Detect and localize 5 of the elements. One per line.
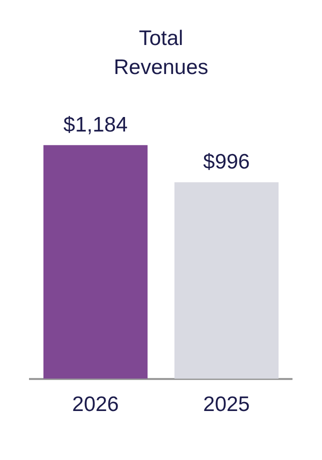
- x-tick-label: 2026: [72, 393, 119, 416]
- x-tick-label: 2025: [203, 393, 250, 416]
- data-label: $996: [203, 150, 250, 174]
- chart-title: Total Revenues: [112, 26, 210, 81]
- data-label: $1,184: [63, 113, 128, 136]
